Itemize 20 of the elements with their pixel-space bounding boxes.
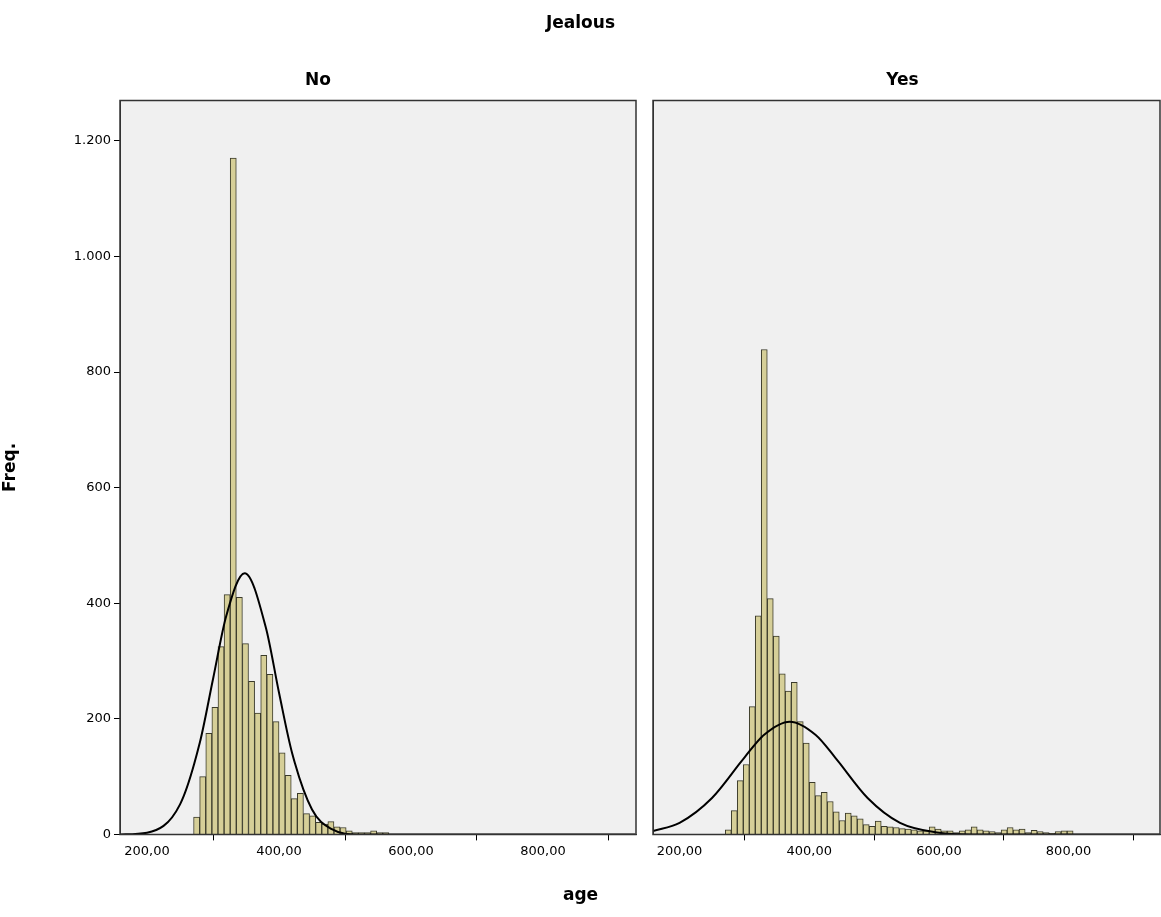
x-tick-label: 600,00 <box>916 842 962 858</box>
x-tick-label: 200,00 <box>656 842 703 858</box>
y-tick-label: 1.200 <box>73 132 111 148</box>
x-tick-label: 600,00 <box>388 842 434 858</box>
y-tick-label: 600 <box>86 479 111 494</box>
x-tick-label: 400,00 <box>256 842 302 858</box>
chart-title: No <box>305 68 331 89</box>
y-axis-title: Freq. <box>0 442 19 492</box>
text: Jealous <box>544 12 617 32</box>
x-tick-label: 800,00 <box>520 842 566 858</box>
x-axis-title: age <box>561 884 600 904</box>
y-tick-label: 0 <box>102 825 111 841</box>
y-tick-label: 200 <box>86 710 111 726</box>
y-tick-label: 1.000 <box>73 247 111 263</box>
x-tick-label: 200,00 <box>124 842 170 858</box>
chart-title: Yes <box>885 68 919 89</box>
x-tick-label: 400,00 <box>786 842 832 858</box>
x-tick-label: 800,00 <box>1045 842 1092 858</box>
y-tick-label: 800 <box>86 363 111 379</box>
y-tick-label: 400 <box>86 594 111 610</box>
